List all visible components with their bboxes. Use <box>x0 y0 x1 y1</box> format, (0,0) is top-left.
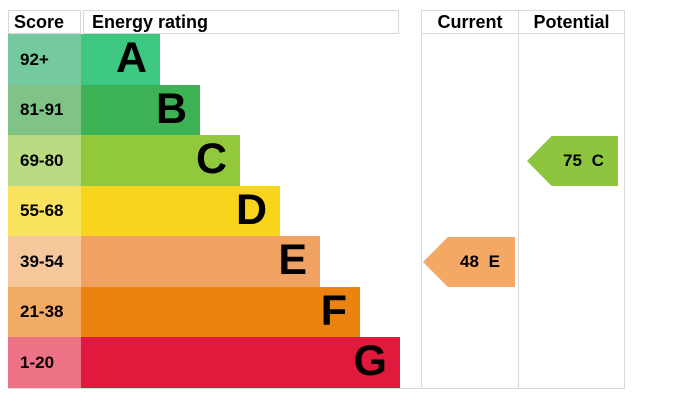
score-cell: 81-91 <box>8 85 81 135</box>
rating-letter: A <box>115 34 147 82</box>
score-cell: 92+ <box>8 34 81 85</box>
header-current: Current <box>421 10 519 34</box>
rating-letter: G <box>353 337 387 385</box>
band-row-d: 55-68 D <box>8 186 280 236</box>
rating-bar-b: B <box>81 85 200 135</box>
rating-letter: B <box>155 84 187 133</box>
band-row-a: 92+ A <box>8 34 160 85</box>
score-cell: 69-80 <box>8 135 81 186</box>
rating-letter: D <box>235 185 267 234</box>
rating-letter: E <box>278 236 307 284</box>
rating-bar-c: C <box>81 135 240 186</box>
score-cell: 21-38 <box>8 287 81 337</box>
rating-bar-g: G <box>81 337 400 388</box>
score-cell: 39-54 <box>8 236 81 287</box>
rating-bar-d: D <box>81 186 280 236</box>
score-cell: 55-68 <box>8 186 81 236</box>
rating-letter: C <box>195 135 227 183</box>
rating-bar-e: E <box>81 236 320 287</box>
band-row-f: 21-38 F <box>8 287 360 337</box>
score-cell: 1-20 <box>8 337 81 388</box>
rating-bar-a: A <box>81 34 160 85</box>
header-potential: Potential <box>519 10 625 34</box>
current-column <box>421 34 519 388</box>
band-row-g: 1-20 G <box>8 337 400 388</box>
rating-letter: F <box>320 286 347 335</box>
potential-column <box>519 34 625 388</box>
header-score: Score <box>8 10 81 34</box>
header-energy-rating: Energy rating <box>83 10 399 34</box>
band-row-c: 69-80 C <box>8 135 240 186</box>
table-bottom-border <box>8 388 625 389</box>
rating-bar-f: F <box>81 287 360 337</box>
band-row-e: 39-54 E <box>8 236 320 287</box>
band-row-b: 81-91 B <box>8 85 200 135</box>
